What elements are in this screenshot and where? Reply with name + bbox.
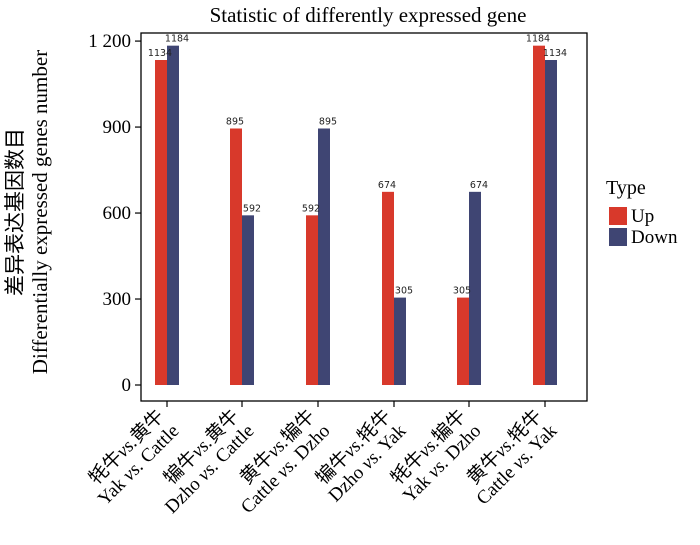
y-axis-label-chinese: 差异表达基因数目 (3, 128, 27, 296)
bar-up (533, 45, 545, 386)
bars-group (155, 45, 557, 386)
y-axis-label: 差异表达基因数目 Differentially expressed genes … (3, 50, 52, 374)
bar-down (318, 128, 330, 386)
bar-up (457, 297, 469, 385)
legend-label-down: Down (631, 227, 678, 248)
bar-up (155, 59, 167, 385)
bar-up (306, 215, 318, 385)
y-tick-label: 600 (103, 203, 132, 224)
bar-value-label: 1134 (148, 48, 172, 59)
bar-value-label: 674 (378, 180, 396, 191)
y-tick-label: 900 (103, 117, 132, 138)
bar-value-labels: 1134 1184 895 592 592 895 674 305 305 674 1184 1134 (148, 34, 567, 297)
bar-value-label: 895 (226, 116, 244, 127)
bar-down (242, 215, 254, 385)
chart-title: Statistic of differently expressed gene (210, 3, 527, 27)
legend-key-down (609, 228, 627, 246)
y-axis: 0 300 600 900 1 200 (88, 31, 141, 396)
bar-down (167, 45, 179, 386)
bar-down (394, 297, 406, 385)
bar-up (230, 128, 242, 386)
legend-title: Type (606, 177, 646, 199)
bar-value-label: 674 (470, 180, 488, 191)
bar-value-label: 1184 (165, 34, 189, 45)
y-tick-label: 300 (103, 289, 132, 310)
y-tick-label: 0 (122, 375, 132, 396)
y-tick-label: 1 200 (88, 31, 131, 52)
bar-value-label: 305 (395, 286, 413, 297)
bar-value-label: 592 (243, 203, 261, 214)
bar-up (382, 191, 394, 385)
y-axis-label-english: Differentially expressed genes number (28, 50, 52, 374)
bar-value-label: 1134 (543, 48, 567, 59)
bar-value-label: 305 (453, 286, 471, 297)
bar-value-label: 1184 (526, 34, 550, 45)
bar-down (545, 59, 557, 385)
legend-key-up (609, 207, 627, 225)
bar-value-label: 592 (302, 203, 320, 214)
bar-down (469, 191, 481, 385)
legend-label-up: Up (631, 206, 654, 227)
bar-value-label: 895 (319, 116, 337, 127)
plot-panel-border (140, 32, 588, 402)
